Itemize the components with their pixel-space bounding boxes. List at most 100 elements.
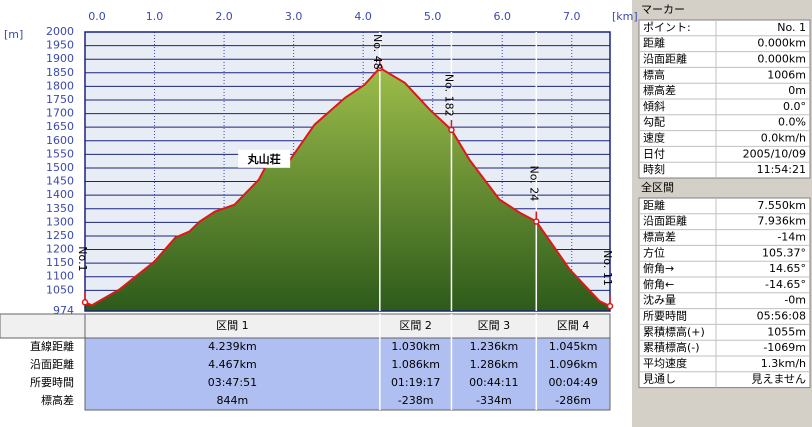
elevation-line xyxy=(84,66,611,308)
panel-key: 距離 xyxy=(643,198,665,212)
cell: 1.030km xyxy=(391,340,440,353)
panel-value: 11:54:21 xyxy=(757,163,806,176)
panel-key: 所要時間 xyxy=(643,310,687,323)
cell: 1.086km xyxy=(391,358,440,371)
panel-value: -0m xyxy=(784,294,806,307)
x-tick-label: 0.0 xyxy=(88,10,106,23)
cell: -334m xyxy=(476,394,512,407)
x-tick-label: 4.0 xyxy=(354,10,372,23)
panel-key: 俯角← xyxy=(643,277,674,291)
panel-key: 距離 xyxy=(643,36,665,50)
panel-key: 標高差 xyxy=(643,230,676,244)
y-tick-label: 1750 xyxy=(46,93,74,106)
y-tick-label: 1350 xyxy=(46,202,74,215)
panel-key: 沈み量 xyxy=(643,293,676,307)
panel-value: 0.0km/h xyxy=(761,132,806,145)
marker xyxy=(448,126,455,134)
panel-value: -14m xyxy=(777,231,806,244)
panel-key: 標高差 xyxy=(643,83,676,97)
x-tick-label: 1.0 xyxy=(146,10,164,23)
y-tick-label: 1400 xyxy=(46,188,74,201)
panel-value: No. 1 xyxy=(777,21,806,34)
panel-value: 0.0° xyxy=(783,100,806,113)
row-label: 沿面距離 xyxy=(30,357,74,371)
panel-value: 14.65° xyxy=(769,262,806,275)
panel-value: 見えません xyxy=(751,373,806,386)
x-tick-label: 7.0 xyxy=(563,10,581,23)
panel-value: 1006m xyxy=(767,68,806,81)
annotation-box xyxy=(238,149,291,168)
panel-key: 時刻 xyxy=(643,162,665,176)
x-tick-label: 2.0 xyxy=(215,10,233,23)
panel-value: 0.0% xyxy=(778,116,806,129)
marker-label: No. 24 xyxy=(527,166,540,202)
y-axis-label: [m] xyxy=(4,28,23,41)
y-tick-label: 1250 xyxy=(46,229,74,242)
x-tick-label: 6.0 xyxy=(493,10,511,23)
panel-key: ポイント: xyxy=(643,21,691,34)
panel-value: 05:56:08 xyxy=(757,310,806,323)
row-label: 所要時間 xyxy=(30,376,74,389)
panel-key: 勾配 xyxy=(643,116,665,129)
panel-key: 傾斜 xyxy=(643,99,665,113)
y-tick-label: 1800 xyxy=(46,79,74,92)
panel-key: 平均速度 xyxy=(643,356,687,370)
y-tick-label: 1200 xyxy=(46,243,74,256)
marker xyxy=(376,64,384,72)
panel-key: 方位 xyxy=(643,245,665,259)
plot-frame xyxy=(84,31,611,312)
x-axis-label: [km] xyxy=(612,10,638,23)
table-header-bg xyxy=(0,313,611,339)
x-tick-label: 3.0 xyxy=(285,10,303,23)
cell: -286m xyxy=(555,394,591,407)
cell: 4.239km xyxy=(208,340,257,353)
row-label: 直線距離 xyxy=(30,339,74,353)
panel-value: 1055m xyxy=(767,325,806,338)
panel-value: -14.65° xyxy=(765,278,806,291)
cell: 00:04:49 xyxy=(548,376,597,389)
cell: -238m xyxy=(398,394,434,407)
marker-label: No.1 xyxy=(76,246,89,271)
y-tick-label: 1100 xyxy=(46,270,74,283)
cell: 844m xyxy=(217,394,249,407)
panel-title: 全区間 xyxy=(641,180,674,194)
panel-value: 7.936km xyxy=(757,215,806,228)
y-tick-label: 1300 xyxy=(46,215,74,228)
panel-value: 2005/10/09 xyxy=(743,147,806,160)
panel-value: 0.000km xyxy=(757,53,806,66)
annotation: 丸山荘 xyxy=(247,152,281,166)
cell: 00:44:11 xyxy=(469,376,518,389)
marker xyxy=(533,218,540,225)
cell: 1.096km xyxy=(549,358,598,371)
y-tick-label: 1950 xyxy=(46,39,74,52)
panel-value: 105.37° xyxy=(762,246,806,259)
cell: 1.286km xyxy=(470,358,519,371)
y-tick-label: 1050 xyxy=(46,283,74,296)
panel-key: 累積標高(-) xyxy=(643,340,700,354)
section-header: 区間 1 xyxy=(216,319,249,332)
panel-title: マーカー xyxy=(641,3,685,16)
panel-key: 標高 xyxy=(643,67,665,81)
x-tick-label: 5.0 xyxy=(424,10,442,23)
panel-key: 見通し xyxy=(643,373,676,386)
panel-value: 1.3km/h xyxy=(761,357,806,370)
y-tick-label: 2000 xyxy=(46,25,74,38)
cell: 4.467km xyxy=(208,358,257,371)
marker xyxy=(606,302,614,310)
panel-key: 沿面距離 xyxy=(643,214,687,228)
y-tick-label: 1600 xyxy=(46,134,74,147)
panel-key: 沿面距離 xyxy=(643,52,687,66)
section-header: 区間 3 xyxy=(478,319,511,332)
y-tick-label: 1150 xyxy=(46,256,74,269)
panel-value: 7.550km xyxy=(757,199,806,212)
section-header: 区間 2 xyxy=(399,319,432,332)
marker xyxy=(81,299,89,306)
marker-label: No. 48 xyxy=(371,34,384,70)
y-tick-label: 1850 xyxy=(46,66,74,79)
panel-key: 日付 xyxy=(643,147,665,160)
cell: 03:47:51 xyxy=(208,376,257,389)
table-body-bg xyxy=(84,337,611,411)
panel-key: 俯角→ xyxy=(643,261,674,275)
y-tick-label: 1450 xyxy=(46,175,74,188)
row-label: 標高差 xyxy=(41,393,74,407)
